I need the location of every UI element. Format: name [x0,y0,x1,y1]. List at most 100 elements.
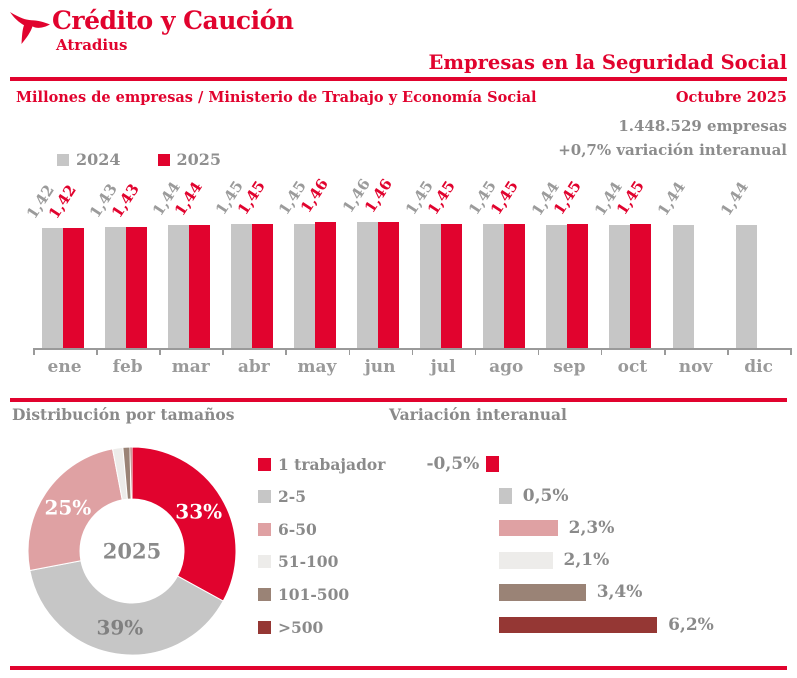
logo-icon [10,12,50,44]
legend-swatch-2024 [57,153,69,166]
donut-slice-1-trabajador [131,446,237,602]
variation-value-label-51-100: 2,1% [563,550,610,571]
donut-slice-pct-6-50: 25% [44,496,91,520]
x-axis-tick [33,348,35,355]
donut-center-label: 2025 [103,539,161,564]
bar-2025-ago [504,223,526,348]
variation-chart-title: Variación interanual [389,405,567,424]
bar-2024-jun [357,222,378,348]
x-axis-tick [222,348,224,355]
bar-2025-oct [630,223,652,348]
variation-bar-2-5 [499,487,512,505]
bar-2025-feb [125,226,147,348]
bar-chart-legend: 2024 2025 [57,150,221,169]
donut-legend-label: 51-100 [278,552,339,572]
month-label-ago: ago [489,357,524,377]
month-label-oct: oct [617,357,648,377]
top-divider [10,77,787,81]
month-label-may: may [297,357,337,377]
variation-bar-51-100 [499,552,553,569]
bar-2024-ago [483,223,505,348]
variation-value-label-500: 6,2% [668,614,714,635]
page-title: Empresas en la Seguridad Social [428,51,787,74]
month-label-mar: mar [171,357,210,377]
variation-value-label-1-trabajador: -0,5% [426,453,480,474]
x-axis-tick [727,348,729,355]
total-companies-stat: 1.448.529 empresas [618,117,787,135]
bar-2025-ene [62,228,84,348]
bar-2024-mar [167,225,189,348]
x-axis-tick [96,348,98,355]
variation-bar-101-500 [499,584,586,601]
x-axis-tick [537,348,540,355]
bar-2025-mar [188,225,210,348]
x-axis-tick [600,348,603,355]
month-label-nov: nov [678,357,713,377]
month-label-jul: jul [430,357,456,377]
donut-legend-label: 6-50 [278,519,317,539]
month-label-jun: jun [364,357,396,377]
bar-2024-feb [104,226,126,348]
x-axis-tick [790,348,792,355]
donut-legend-label: 1 trabajador [278,454,386,474]
variation-value-label-6-50: 2,3% [568,517,615,538]
bar-2024-sep [546,225,568,348]
bar-2024-oct [609,225,631,348]
variation-value-label-2-5: 0,5% [522,485,569,506]
x-axis-tick [348,348,350,355]
variation-bar-500 [499,616,658,633]
donut-legend-item-1-trabajador: 1 trabajador [258,454,385,474]
donut-legend-swatch-6-50 [258,522,271,536]
section-divider [10,398,787,402]
bar-2024-may [293,223,315,348]
month-label-sep: sep [553,357,586,377]
x-axis-tick [411,348,414,355]
donut-legend-item-101-500: 101-500 [258,584,349,604]
donut-chart-title: Distribución por tamaños [12,405,235,424]
logo-subtitle: Atradius [56,36,128,54]
legend-label-2025: 2025 [176,150,222,169]
donut-legend-item-500: >500 [258,617,323,637]
donut-slice-pct-1-trabajador: 33% [175,500,222,524]
donut-legend-swatch-2-5 [258,490,271,504]
bar-2024-abr [230,223,252,348]
x-axis-tick [285,348,287,355]
logo-title: Crédito y Caución [52,6,294,35]
donut-legend-label: >500 [278,617,324,637]
donut-chart: 33% 39% 25% 2025 [27,446,237,656]
donut-legend-swatch-51-100 [258,555,271,569]
bottom-divider [10,666,787,670]
donut-slice-2-5 [29,560,224,656]
donut-legend-swatch-1-trabajador [258,457,271,471]
donut-legend-label: 2-5 [278,487,307,507]
donut-slice-pct-2-5: 39% [96,616,143,640]
bar-2025-may [314,222,336,348]
legend-label-2024: 2024 [76,150,121,169]
donut-legend-label: 101-500 [278,584,350,604]
month-label-abr: abr [237,357,270,377]
donut-slice-6-50 [27,448,123,572]
month-label-dic: dic [744,357,773,377]
bar-2025-jul [441,223,463,348]
yoy-variation-stat: +0,7% variación interanual [558,141,787,159]
legend-swatch-2025 [157,153,170,166]
bar-2025-jun [378,222,399,348]
donut-legend-item-2-5: 2-5 [258,487,306,507]
bar-2024-ene [41,228,63,348]
variation-value-label-101-500: 3,4% [596,582,643,603]
x-axis-tick [664,348,666,355]
donut-legend-swatch-101-500 [258,587,271,601]
donut-legend-item-51-100: 51-100 [258,552,338,572]
donut-legend-item-6-50: 6-50 [258,519,317,539]
bar-2024-nov [672,225,694,348]
x-axis-tick [159,348,161,355]
month-label-ene: ene [47,357,82,377]
variation-bar-6-50 [499,519,558,537]
donut-legend-swatch-500 [258,620,271,634]
bar-2024-jul [420,223,442,348]
variation-bar-1-trabajador [486,455,499,472]
period-label: Octubre 2025 [675,89,787,106]
